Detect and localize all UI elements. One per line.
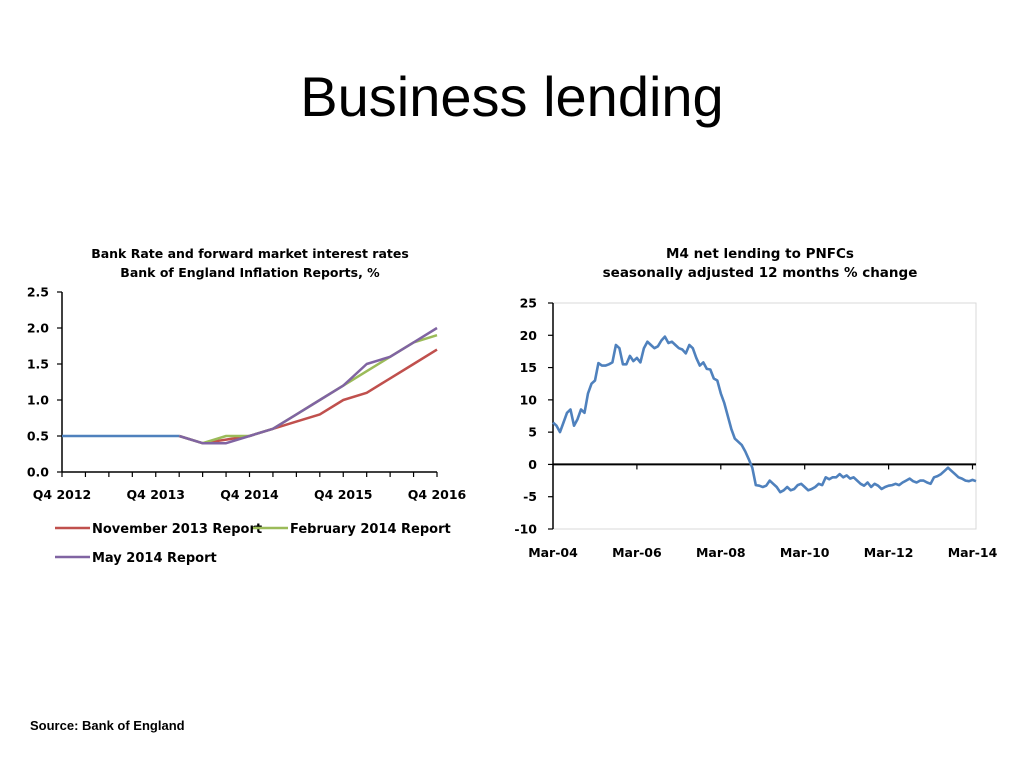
right-x-tick-label: Mar-14 — [948, 545, 998, 560]
left-x-tick-label: Q4 2014 — [220, 487, 279, 502]
source-note: Source: Bank of England — [30, 718, 185, 733]
right-x-tick-label: Mar-04 — [528, 545, 578, 560]
legend-may-2014-report-label: May 2014 Report — [92, 551, 217, 566]
right-y-tick-label: 25 — [520, 296, 537, 311]
right-x-tick-label: Mar-12 — [864, 545, 914, 560]
slide-title: Business lending — [300, 65, 724, 128]
right-chart-title-line-1: M4 net lending to PNFCs — [666, 246, 854, 262]
right-y-tick-label: 0 — [528, 457, 537, 472]
left-y-tick-label: 2.0 — [27, 321, 49, 336]
right-y-tick-label: 5 — [528, 425, 537, 440]
right-y-tick-label: 20 — [520, 328, 538, 343]
legend-february-2014-report-label: February 2014 Report — [290, 522, 451, 537]
left-chart-title: Bank Rate and forward market interest ra… — [60, 244, 440, 282]
line-november-2013-report — [178, 348, 438, 445]
left-x-tick-label: Q4 2016 — [408, 487, 467, 502]
line-m4-net-lending — [552, 335, 977, 494]
left-y-tick-label: 0.0 — [27, 465, 49, 480]
left-y-tick-label: 0.5 — [27, 429, 49, 444]
left-y-tick-label: 1.0 — [27, 393, 49, 408]
right-chart-title-line-2: seasonally adjusted 12 months % change — [602, 265, 918, 281]
left-x-tick-label: Q4 2015 — [314, 487, 372, 502]
right-y-tick-label: 10 — [520, 392, 538, 407]
left-y-tick-label: 1.5 — [27, 357, 49, 372]
right-x-tick-label: Mar-06 — [612, 545, 662, 560]
right-y-tick-label: 15 — [520, 360, 537, 375]
legend-november-2013-report-label: November 2013 Report — [92, 522, 262, 537]
right-x-tick-label: Mar-10 — [780, 545, 830, 560]
right-y-tick-label: -10 — [514, 522, 537, 537]
right-plot-frame — [552, 302, 977, 530]
right-chart-title: M4 net lending to PNFCs seasonally adjus… — [555, 245, 965, 283]
left-chart-title-line-2: Bank of England Inflation Reports, % — [120, 265, 380, 280]
left-chart-title-line-1: Bank Rate and forward market interest ra… — [91, 246, 409, 261]
left-x-tick-label: Q4 2013 — [127, 487, 185, 502]
left-y-tick-label: 2.5 — [27, 285, 49, 300]
left-x-tick-label: Q4 2012 — [33, 487, 91, 502]
right-x-tick-label: Mar-08 — [696, 545, 746, 560]
right-y-tick-label: -5 — [523, 489, 537, 504]
line-may-2014-report — [178, 326, 438, 445]
